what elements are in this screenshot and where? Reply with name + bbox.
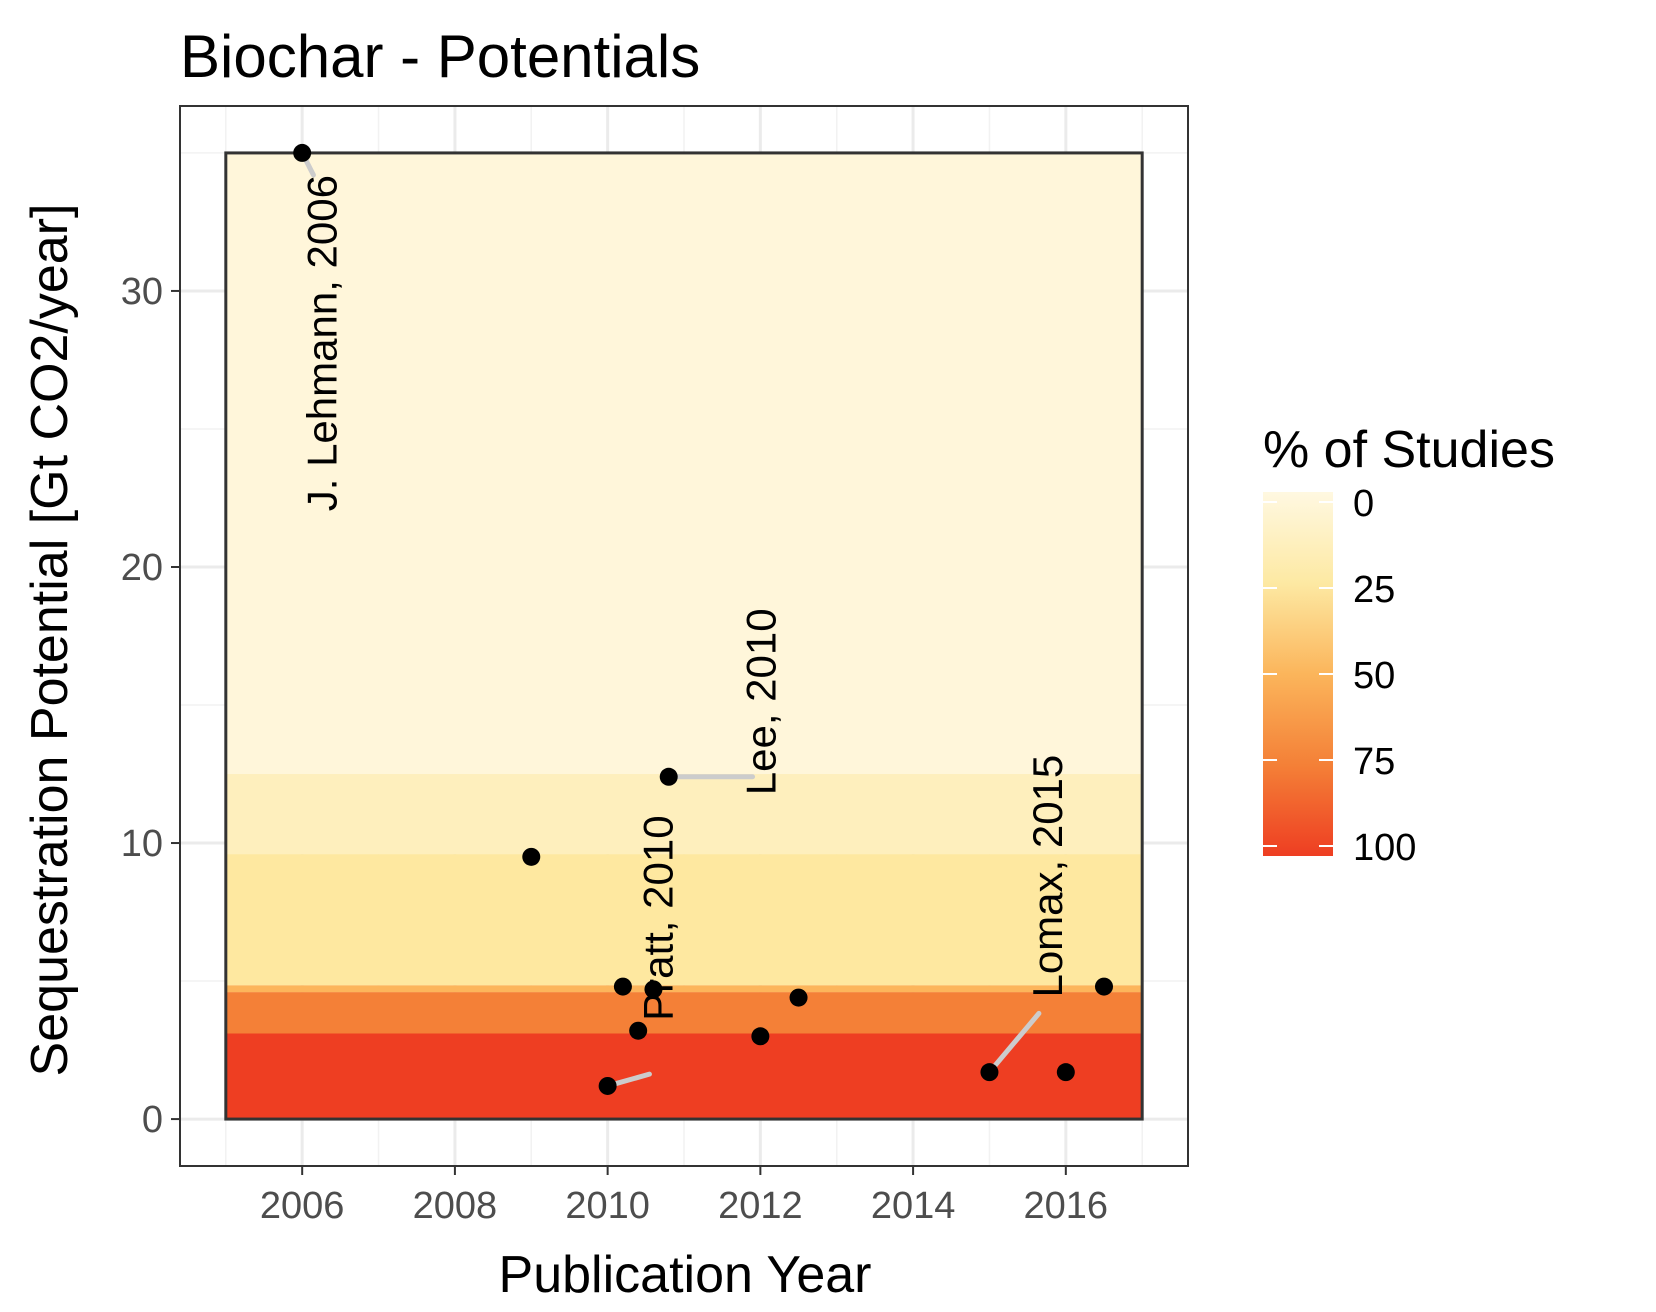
y-tick-label: 30 bbox=[121, 271, 163, 313]
x-tick-label: 2016 bbox=[1024, 1185, 1109, 1227]
x-tick-label: 2014 bbox=[871, 1185, 956, 1227]
legend-tick-label: 75 bbox=[1353, 741, 1395, 783]
legend: % of Studies 0 25 50 75 100 bbox=[1263, 421, 1555, 869]
y-axis-ticks: 0 10 20 30 bbox=[121, 271, 180, 1141]
data-point bbox=[751, 1027, 770, 1046]
legend-tick-label: 50 bbox=[1353, 655, 1395, 697]
data-point bbox=[293, 143, 312, 162]
data-point bbox=[789, 988, 808, 1007]
plot-panel: J. Lehmann, 2006 Lee, 2010 Pratt, 2010 Loma… bbox=[179, 105, 1189, 1167]
legend-tick-label: 100 bbox=[1353, 827, 1416, 869]
x-axis-ticks: 2006 2008 2010 2012 2014 2016 bbox=[260, 1166, 1108, 1227]
legend-title: % of Studies bbox=[1263, 421, 1555, 479]
point-label: Pratt, 2010 bbox=[635, 815, 682, 1020]
data-point bbox=[644, 980, 663, 999]
data-point bbox=[522, 847, 541, 866]
point-annotations: J. Lehmann, 2006 Lee, 2010 Pratt, 2010 Loma… bbox=[299, 175, 1071, 1021]
data-point bbox=[659, 767, 678, 786]
x-tick-label: 2008 bbox=[413, 1185, 498, 1227]
legend-ticks: 0 25 50 75 100 bbox=[1263, 483, 1416, 869]
x-axis-title: Publication Year bbox=[499, 1246, 872, 1304]
y-tick-label: 20 bbox=[121, 547, 163, 589]
legend-tick-label: 25 bbox=[1353, 569, 1395, 611]
x-tick-label: 2012 bbox=[718, 1185, 803, 1227]
density-band bbox=[225, 152, 1143, 775]
label-connector-lines bbox=[302, 155, 1042, 1087]
density-band bbox=[225, 854, 1143, 986]
data-point bbox=[1095, 977, 1113, 996]
y-tick-label: 0 bbox=[142, 1099, 163, 1141]
point-label: Lee, 2010 bbox=[738, 608, 785, 795]
plot-border bbox=[179, 105, 1189, 1167]
density-band bbox=[225, 992, 1143, 1034]
y-axis-title: Sequestration Potential [Gt CO2/year] bbox=[21, 204, 79, 1077]
data-point bbox=[1056, 1063, 1075, 1082]
point-label: Lomax, 2015 bbox=[1024, 755, 1071, 998]
data-points bbox=[293, 143, 1113, 1095]
data-point bbox=[613, 977, 632, 996]
density-band-outline bbox=[224, 151, 1144, 1121]
x-tick-label: 2006 bbox=[260, 1185, 345, 1227]
connector-line bbox=[990, 1010, 1042, 1071]
connector-line bbox=[302, 155, 316, 178]
data-point bbox=[629, 1021, 648, 1040]
data-point bbox=[598, 1076, 617, 1095]
x-tick-label: 2010 bbox=[565, 1185, 650, 1227]
data-point bbox=[980, 1063, 999, 1082]
connector-line bbox=[610, 1071, 652, 1087]
study-density-bands bbox=[224, 151, 1144, 1121]
density-band bbox=[225, 1033, 1143, 1120]
density-band bbox=[225, 774, 1143, 855]
legend-tick-label: 0 bbox=[1353, 483, 1374, 525]
density-band bbox=[225, 985, 1143, 993]
chart-title: Biochar - Potentials bbox=[180, 23, 700, 90]
point-label: J. Lehmann, 2006 bbox=[299, 175, 346, 511]
y-tick-label: 10 bbox=[121, 823, 163, 865]
